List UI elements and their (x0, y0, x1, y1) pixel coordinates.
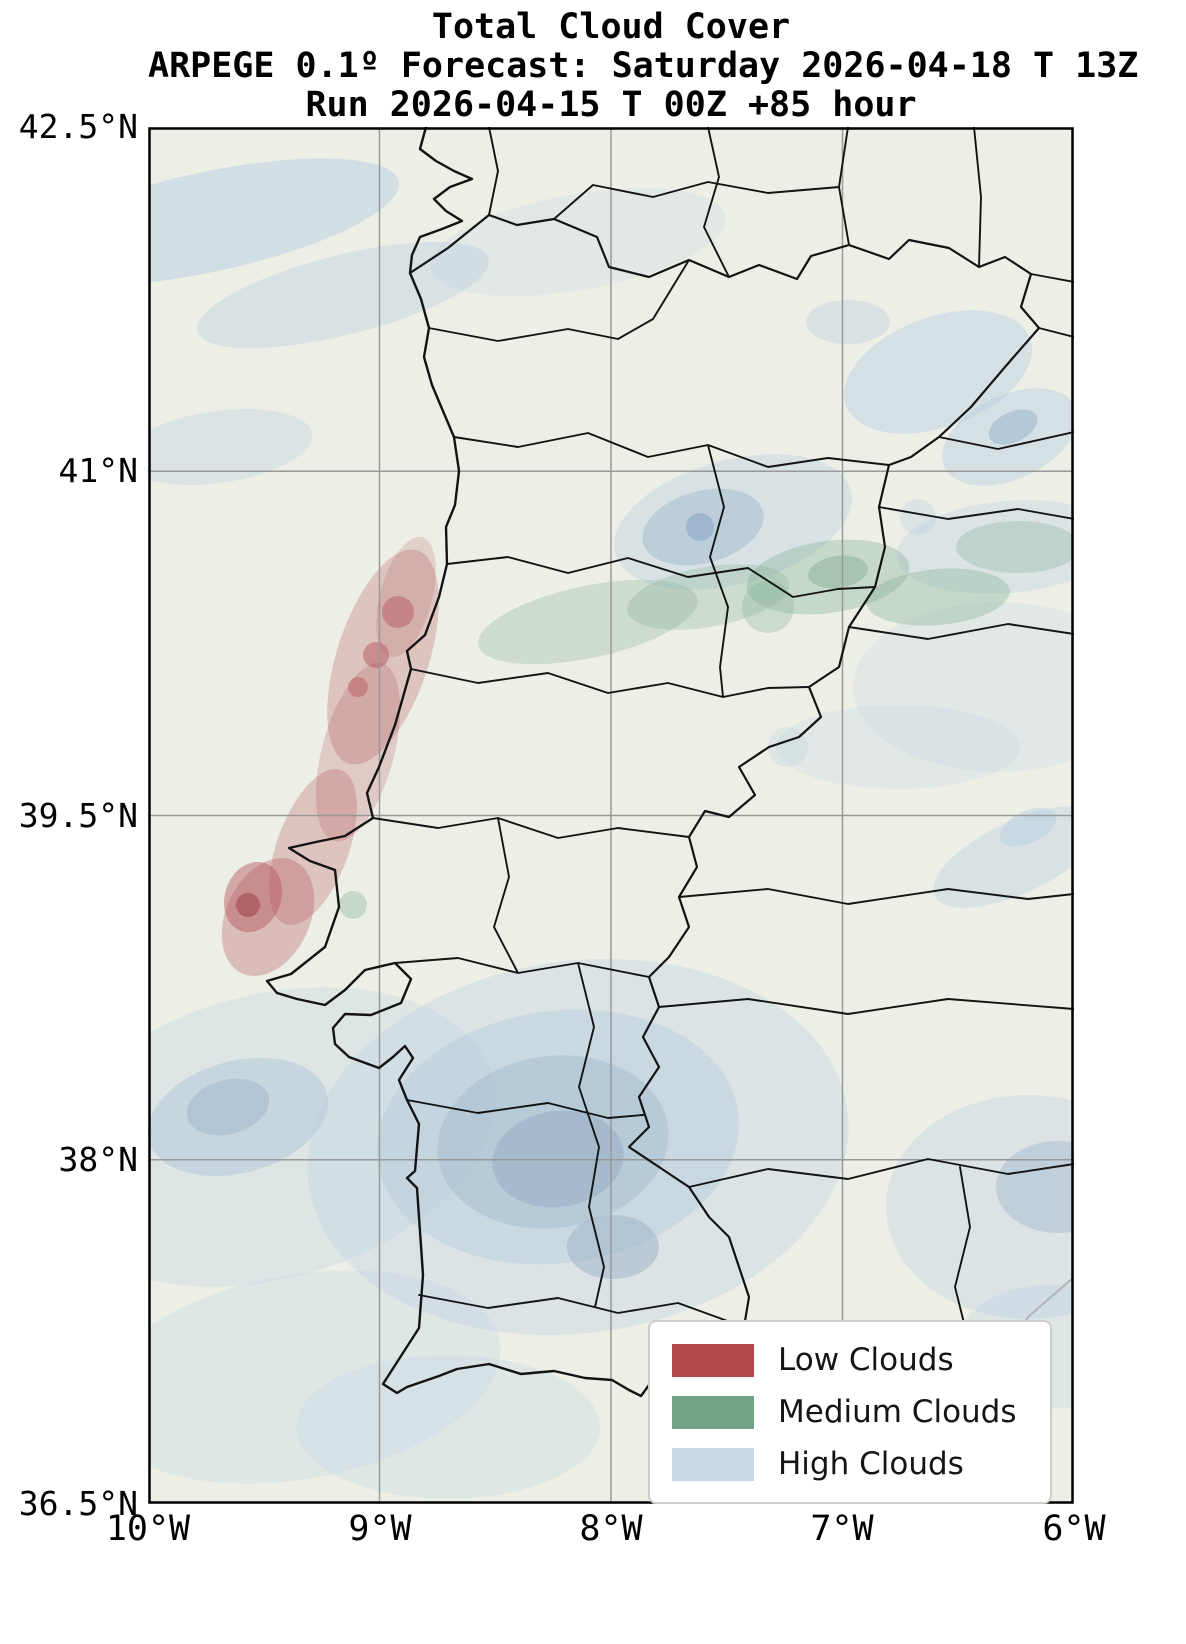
legend: Low Clouds Medium Clouds High Clouds (648, 1320, 1052, 1504)
y-axis-label-42-5n: 42.5°N (18, 107, 138, 146)
medium-clouds-swatch (672, 1395, 754, 1429)
graticule-gridlines (148, 127, 1074, 1504)
y-axis-label-39-5n: 39.5°N (18, 796, 138, 835)
x-axis-label-6w: 6°W (1042, 1509, 1106, 1549)
x-axis-label-7w: 7°W (810, 1509, 874, 1549)
legend-label-low-clouds: Low Clouds (778, 1342, 954, 1378)
chart-subtitle-run: Run 2026-04-15 T 00Z +85 hour (305, 85, 917, 125)
chart-title-block: Total Cloud Cover ARPEGE 0.1º Forecast: … (148, 7, 1139, 125)
legend-row-medium-clouds: Medium Clouds (672, 1394, 1028, 1430)
province-boundaries-spain (488, 127, 1074, 1398)
y-axis-label-36-5n: 36.5°N (18, 1484, 138, 1523)
high-clouds-swatch (672, 1447, 754, 1481)
medium-clouds-layer (339, 521, 1074, 919)
map-area: Low Clouds Medium Clouds High Clouds (148, 127, 1074, 1504)
legend-row-low-clouds: Low Clouds (672, 1342, 1028, 1378)
plot-frame (148, 127, 1074, 1504)
y-axis-label-38n: 38°N (58, 1140, 138, 1179)
legend-label-high-clouds: High Clouds (778, 1446, 964, 1482)
high-clouds-layer (148, 158, 1074, 1499)
chart-subtitle-forecast: ARPEGE 0.1º Forecast: Saturday 2026-04-1… (148, 46, 1139, 86)
legend-row-high-clouds: High Clouds (672, 1446, 1028, 1482)
low-clouds-swatch (672, 1343, 754, 1377)
x-axis-label-9w: 9°W (348, 1509, 412, 1549)
legend-label-medium-clouds: Medium Clouds (778, 1394, 1017, 1430)
district-boundaries-portugal (372, 259, 890, 1328)
chart-title: Total Cloud Cover (431, 7, 791, 47)
x-axis-label-10w: 10°W (105, 1509, 191, 1549)
y-axis-label-41n: 41°N (58, 451, 138, 490)
country-border (408, 213, 1041, 1352)
weather-map-canvas (148, 127, 1074, 1504)
x-axis-label-8w: 8°W (579, 1509, 643, 1549)
